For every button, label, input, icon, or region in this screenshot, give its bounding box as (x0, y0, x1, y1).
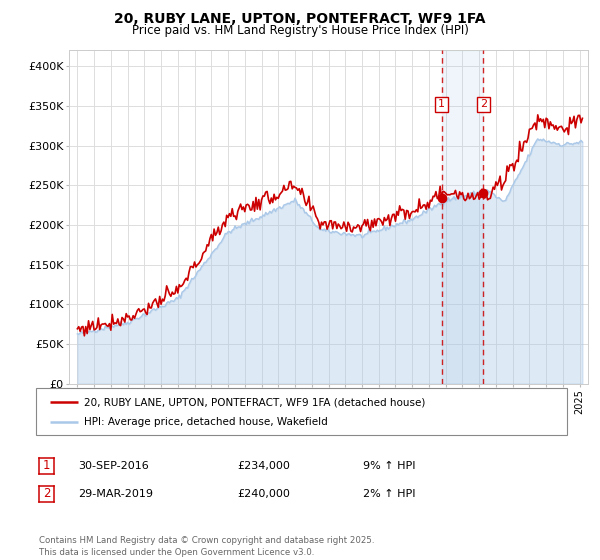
Text: 9% ↑ HPI: 9% ↑ HPI (363, 461, 415, 471)
Text: 20, RUBY LANE, UPTON, PONTEFRACT, WF9 1FA (detached house): 20, RUBY LANE, UPTON, PONTEFRACT, WF9 1F… (84, 397, 425, 407)
Text: 2: 2 (43, 487, 50, 501)
Text: 2: 2 (480, 99, 487, 109)
Text: Contains HM Land Registry data © Crown copyright and database right 2025.
This d: Contains HM Land Registry data © Crown c… (39, 536, 374, 557)
Text: 20, RUBY LANE, UPTON, PONTEFRACT, WF9 1FA: 20, RUBY LANE, UPTON, PONTEFRACT, WF9 1F… (114, 12, 486, 26)
Bar (442, 50, 484, 384)
Text: £234,000: £234,000 (237, 461, 290, 471)
Text: 1: 1 (438, 99, 445, 109)
Text: £240,000: £240,000 (237, 489, 290, 499)
Text: Price paid vs. HM Land Registry's House Price Index (HPI): Price paid vs. HM Land Registry's House … (131, 24, 469, 36)
Text: 1: 1 (43, 459, 50, 473)
Text: 2% ↑ HPI: 2% ↑ HPI (363, 489, 415, 499)
Text: HPI: Average price, detached house, Wakefield: HPI: Average price, detached house, Wake… (84, 417, 328, 427)
Text: 30-SEP-2016: 30-SEP-2016 (78, 461, 149, 471)
Text: 29-MAR-2019: 29-MAR-2019 (78, 489, 153, 499)
